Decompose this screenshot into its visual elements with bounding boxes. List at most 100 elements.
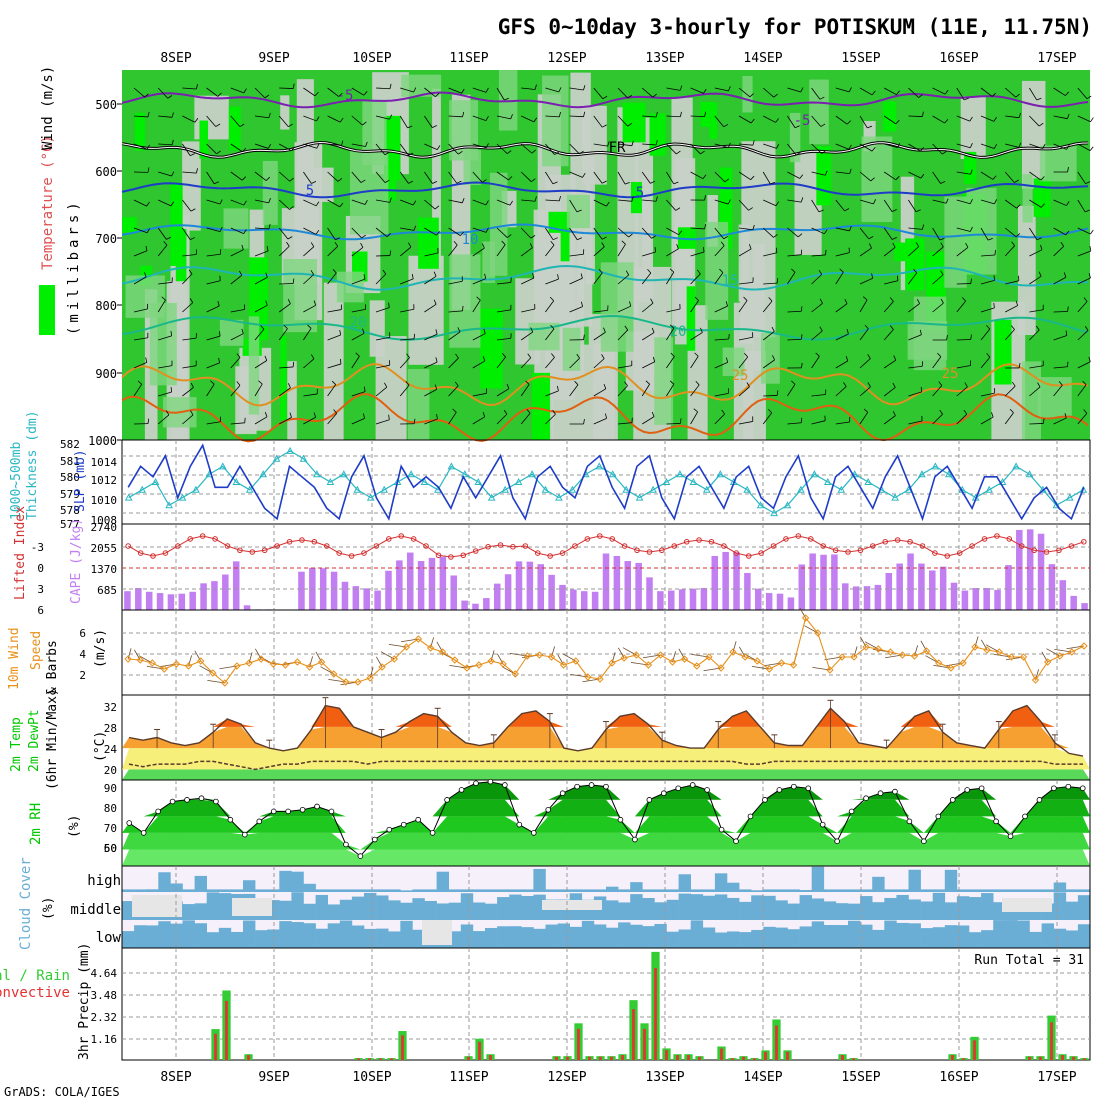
- wind10-tick-label: 6: [79, 627, 86, 640]
- lifted-index-marker: [596, 533, 603, 539]
- wind-barb: [521, 277, 535, 285]
- wind-barb: [763, 395, 778, 397]
- wind10-panel-frame: [121, 609, 1091, 696]
- wind-barb-feather: [962, 297, 966, 302]
- wind-barb-feather: [289, 206, 294, 210]
- wind-barb-feather: [631, 140, 634, 146]
- cloud-cover-bar: [436, 871, 449, 892]
- wind-barb: [133, 87, 145, 98]
- wind-barb: [666, 383, 675, 397]
- wind-barb: [472, 278, 486, 285]
- wind-barb: [690, 87, 704, 94]
- wind-barb-feather: [580, 273, 583, 279]
- rh-mid-patch: [654, 337, 674, 425]
- wind-barb: [254, 143, 269, 149]
- wind-barb: [472, 227, 487, 233]
- rh-mid-patch: [861, 136, 893, 222]
- wind-barb-feather: [315, 201, 320, 207]
- wind10-marker: [1068, 648, 1076, 656]
- wind-barb: [1053, 143, 1067, 150]
- wind10-marker: [438, 648, 447, 656]
- rh2m-marker: [1065, 783, 1072, 790]
- lifted-index-marker: [944, 553, 951, 559]
- wind-barb: [327, 87, 339, 97]
- wind10-marker: [305, 663, 314, 671]
- cloud-cover-bar: [218, 889, 232, 892]
- lifted-index-marker: [510, 543, 516, 550]
- wind-barb-feather: [993, 116, 997, 122]
- wind10-marker: [705, 653, 713, 661]
- wind-barb: [545, 390, 559, 397]
- wind-barb-feather: [768, 297, 773, 302]
- contour-label: 5: [306, 183, 314, 199]
- wind-barb-feather: [679, 111, 682, 117]
- cloud-cover-bar: [799, 895, 812, 920]
- wind-barb: [327, 143, 342, 146]
- wind-barb: [883, 115, 896, 125]
- wind-barb: [666, 327, 675, 341]
- cloud-cover-bar: [1053, 928, 1067, 948]
- wind-barb: [278, 171, 290, 182]
- wind-barb-feather: [355, 352, 360, 357]
- wind-barb: [714, 362, 728, 369]
- cape-bar: [178, 593, 186, 610]
- temp2m-tick-label: 20: [104, 764, 117, 777]
- rh-dry-patch: [375, 336, 407, 440]
- cape-bar: [493, 583, 501, 610]
- wind10-marker: [656, 651, 665, 659]
- cape-bar: [1048, 564, 1056, 610]
- wind-barb-feather: [818, 209, 824, 213]
- wind-barb: [230, 333, 244, 341]
- wind-barb-feather: [217, 301, 220, 307]
- wind10-marker: [547, 653, 556, 661]
- lifted-index-marker: [907, 538, 913, 545]
- cape-bar: [678, 589, 686, 610]
- cape-bar: [461, 600, 468, 610]
- wind-barb: [472, 416, 486, 425]
- cloud-cover-bar: [702, 895, 716, 920]
- wind-barb-feather: [937, 352, 942, 357]
- wind-barb-feather: [510, 114, 513, 120]
- wind-barb: [787, 384, 796, 397]
- wind-barb-feather: [170, 330, 172, 336]
- cloud-cover-bar: [170, 923, 183, 948]
- wind-barb: [182, 414, 194, 425]
- wind-barb-feather: [704, 111, 707, 117]
- wind-barb-feather: [452, 408, 457, 413]
- wind-barb: [714, 115, 725, 128]
- wind-barb-feather: [460, 231, 465, 236]
- wind-barb-feather: [389, 114, 392, 120]
- wind-barb: [303, 199, 317, 207]
- lifted-index-marker: [832, 547, 839, 554]
- wind-barb-feather: [939, 409, 943, 415]
- wind-barb-feather: [219, 226, 223, 232]
- lifted-index-marker: [956, 550, 963, 556]
- wind-barb-feather: [432, 180, 438, 184]
- wind-barb: [254, 199, 269, 204]
- rh-mid-patch: [789, 112, 801, 163]
- wind-barb: [254, 360, 268, 369]
- wind-barb: [859, 412, 869, 425]
- wind-barb: [908, 199, 917, 212]
- cloud-cover-bar: [727, 897, 740, 920]
- wind-barb: [327, 246, 338, 257]
- wind-barb-feather: [846, 120, 852, 125]
- wind-barb-feather: [509, 200, 513, 206]
- temp2m-tick-label: 32: [104, 701, 117, 714]
- precip-convective-bar: [1061, 1055, 1064, 1060]
- cloud-clear-patch: [132, 895, 182, 917]
- rh-mid-patch: [223, 208, 249, 249]
- cloud-cover-bar: [376, 895, 389, 920]
- wind-barb-feather: [1042, 144, 1046, 149]
- wind-barb: [908, 227, 923, 230]
- cloud-cover-bar: [206, 892, 220, 920]
- rh-mid-patch: [809, 79, 829, 145]
- wind-barb: [763, 143, 777, 149]
- thickness-marker: [232, 477, 241, 485]
- cape-tick-label: 2740: [91, 521, 118, 534]
- wind-barb-feather: [531, 149, 536, 154]
- cape-bar: [863, 586, 871, 610]
- lifted-index-marker: [671, 543, 678, 549]
- wind-barb: [254, 416, 268, 425]
- rh2m-marker: [458, 787, 465, 793]
